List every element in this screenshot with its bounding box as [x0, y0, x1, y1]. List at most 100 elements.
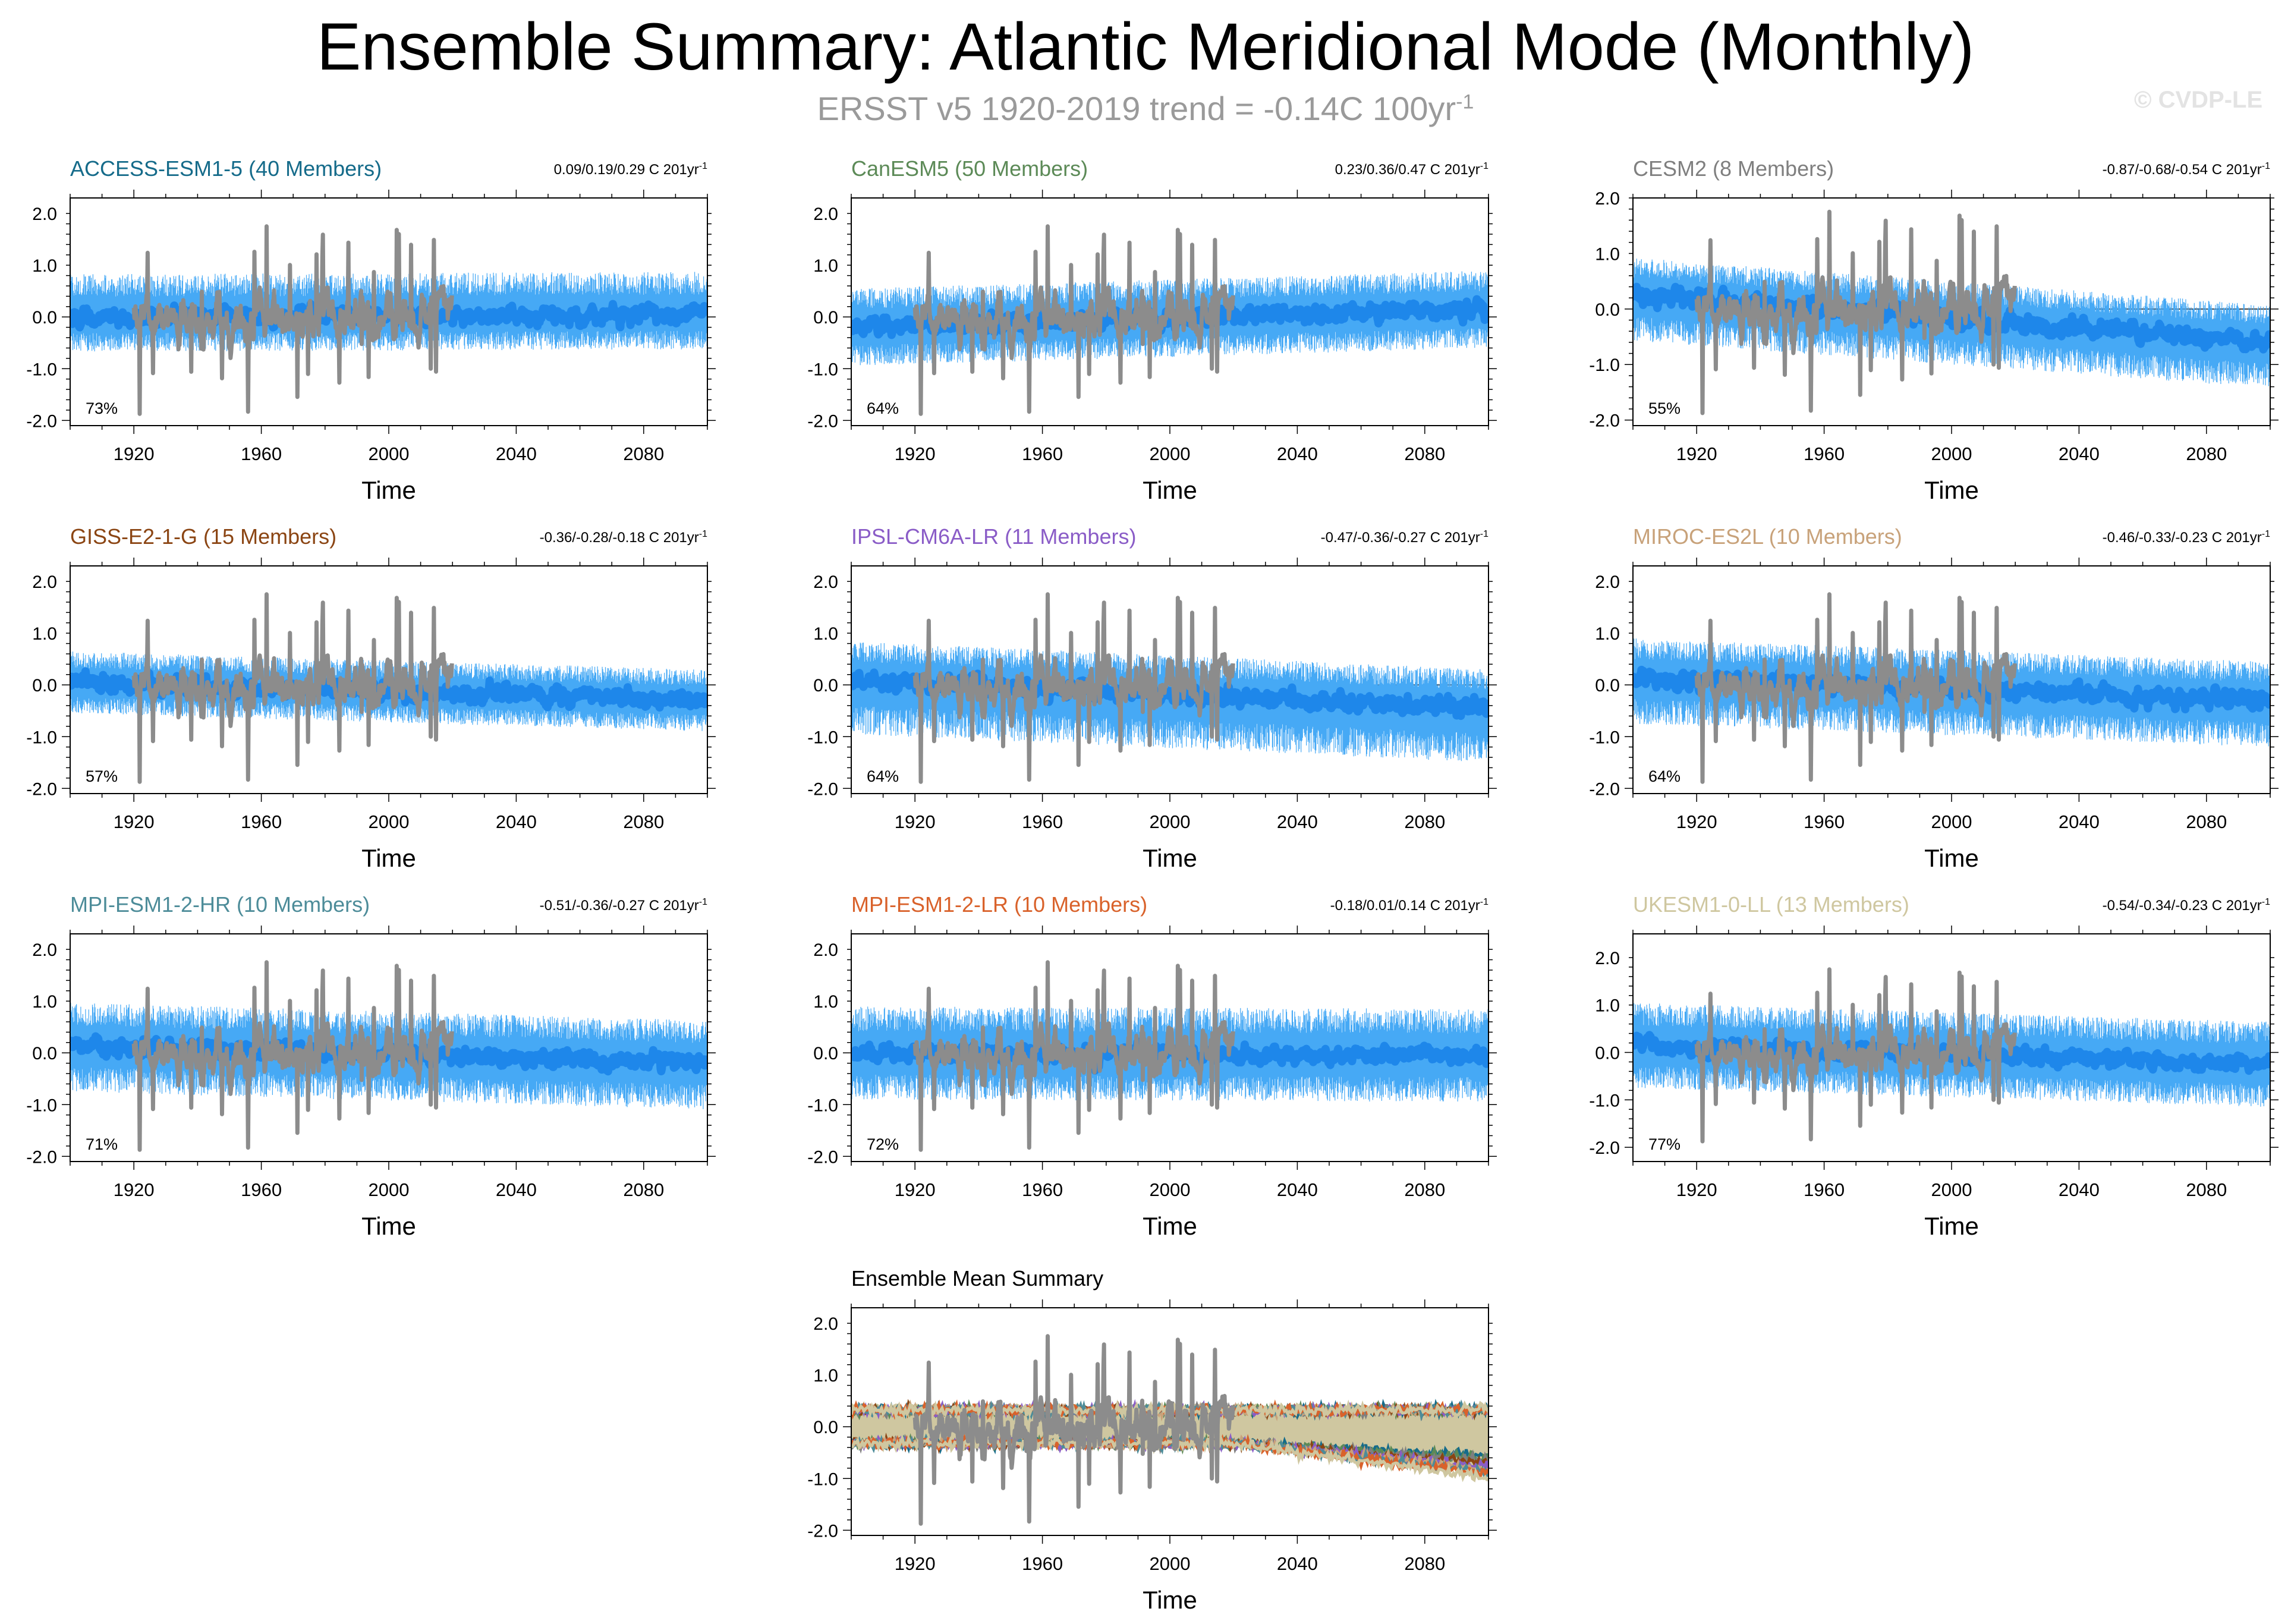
x-tick-label: 2000 — [369, 811, 410, 832]
panel-trend: -0.47/-0.36/-0.27 C 201yr-1 — [1108, 529, 1488, 546]
plot-frame — [851, 197, 1489, 426]
percent-annotation: 64% — [867, 767, 899, 785]
x-tick-label: 2040 — [496, 1179, 537, 1200]
y-tick-label: 0.0 — [32, 308, 57, 328]
plot-area — [70, 960, 707, 1152]
y-tick-label: 1.0 — [32, 992, 57, 1012]
y-tick-label: -2.0 — [1589, 1138, 1620, 1158]
trend-text: 0.09/0.19/0.29 C 201yr — [553, 162, 699, 178]
panel-trend: -0.87/-0.68/-0.54 C 201yr-1 — [1890, 161, 2270, 178]
x-tick-label: 1960 — [241, 1179, 282, 1200]
trend-superscript: -1 — [2261, 897, 2270, 907]
observations-series — [131, 224, 454, 416]
plot-area — [851, 592, 1488, 784]
trend-superscript: -1 — [2261, 161, 2270, 171]
page-title: Ensemble Summary: Atlantic Meridional Mo… — [316, 10, 1975, 84]
y-tick-label: 2.0 — [813, 204, 838, 224]
y-tick-label: -1.0 — [807, 728, 838, 747]
panel-title: CESM2 (8 Members) — [1633, 156, 1834, 181]
y-tick-label: -1.0 — [807, 1469, 838, 1489]
y-tick-label: -2.0 — [26, 411, 57, 431]
x-tick-label: 1920 — [1676, 1179, 1717, 1200]
x-tick-label: 2000 — [1931, 811, 1972, 832]
x-tick-label: 2080 — [1404, 443, 1445, 464]
x-tick-label: 2040 — [2059, 1179, 2100, 1200]
trend-superscript: -1 — [698, 529, 707, 539]
x-tick-label: 1920 — [114, 1179, 155, 1200]
y-tick-label: -1.0 — [807, 1096, 838, 1115]
ensemble-mean-series — [851, 668, 1488, 720]
observations-series — [131, 592, 454, 784]
ensemble-members-series — [851, 1006, 1488, 1101]
y-tick-label: 1.0 — [32, 624, 57, 644]
plot-area — [1633, 592, 2270, 784]
y-tick-label: -2.0 — [807, 1521, 838, 1541]
y-tick-label: -2.0 — [26, 779, 57, 799]
plot-frame — [1632, 197, 2271, 426]
ensemble-mean-line — [851, 1399, 1488, 1420]
y-tick-label: 2.0 — [32, 204, 57, 224]
trend-superscript: -1 — [698, 897, 707, 907]
plot-frame — [851, 565, 1489, 794]
y-tick-label: 1.0 — [813, 624, 838, 644]
percent-annotation: 73% — [86, 399, 118, 417]
x-tick-label: 1960 — [1804, 1179, 1845, 1200]
percent-annotation: 71% — [86, 1135, 118, 1153]
x-tick-label: 2080 — [2186, 811, 2227, 832]
y-tick-label: -1.0 — [1589, 728, 1620, 747]
x-tick-label: 2000 — [369, 443, 410, 464]
trend-superscript: -1 — [1480, 529, 1488, 539]
ensemble-mean-series — [1633, 282, 2270, 354]
ensemble-members-series — [851, 271, 1488, 366]
trend-text: 0.23/0.36/0.47 C 201yr — [1335, 162, 1480, 178]
x-axis-label: Time — [1924, 1212, 1979, 1240]
panel-title: ACCESS-ESM1-5 (40 Members) — [70, 156, 382, 181]
y-tick-label: 2.0 — [1595, 949, 1620, 968]
x-tick-label: 2080 — [623, 811, 664, 832]
ensemble-mean-line — [851, 1433, 1488, 1479]
x-tick-label: 1960 — [241, 811, 282, 832]
x-tick-label: 2080 — [2186, 1179, 2227, 1200]
panel-title: MPI-ESM1-2-HR (10 Members) — [70, 892, 370, 917]
y-tick-label: 0.0 — [32, 1044, 57, 1063]
x-axis-label: Time — [1143, 844, 1197, 872]
x-tick-label: 2040 — [1277, 1179, 1318, 1200]
y-tick-label: 0.0 — [1595, 676, 1620, 695]
plot-area — [1633, 967, 2270, 1144]
x-tick-label: 2040 — [1277, 1553, 1318, 1574]
y-tick-label: 1.0 — [32, 256, 57, 276]
y-tick-label: 2.0 — [1595, 572, 1620, 592]
percent-annotation: 55% — [1648, 399, 1681, 417]
y-tick-label: 1.0 — [813, 256, 838, 276]
y-tick-label: 1.0 — [813, 1366, 838, 1386]
trend-superscript: -1 — [1480, 897, 1488, 907]
watermark: © CVDP-LE — [2134, 87, 2263, 113]
y-tick-label: -1.0 — [26, 728, 57, 747]
ensemble-mean-line — [851, 1399, 1488, 1421]
x-axis-label: Time — [1143, 1212, 1197, 1240]
ensemble-mean-line — [851, 1433, 1488, 1475]
ensemble-members-series — [70, 652, 707, 731]
x-tick-label: 2080 — [1404, 1553, 1445, 1574]
y-tick-label: 0.0 — [1595, 1043, 1620, 1063]
x-tick-label: 2000 — [1931, 1179, 1972, 1200]
plot-area — [851, 224, 1488, 416]
y-tick-label: 0.0 — [32, 676, 57, 695]
trend-text: -0.51/-0.36/-0.27 C 201yr — [539, 898, 699, 914]
plot-frame — [70, 933, 708, 1162]
ensemble-mean-line — [851, 1433, 1488, 1474]
x-tick-label: 1920 — [895, 443, 936, 464]
trend-text: -0.18/0.01/0.14 C 201yr — [1330, 898, 1480, 914]
panel-trend: -0.54/-0.34/-0.23 C 201yr-1 — [1890, 897, 2270, 914]
y-tick-label: 1.0 — [1595, 624, 1620, 644]
x-tick-label: 2000 — [1150, 443, 1191, 464]
y-tick-label: 2.0 — [813, 572, 838, 592]
trend-superscript: -1 — [698, 161, 707, 171]
x-tick-label: 1920 — [1676, 443, 1717, 464]
ensemble-mean-line — [851, 1433, 1488, 1471]
trend-text: -0.54/-0.34/-0.23 C 201yr — [2102, 898, 2262, 914]
y-tick-label: 1.0 — [1595, 996, 1620, 1016]
